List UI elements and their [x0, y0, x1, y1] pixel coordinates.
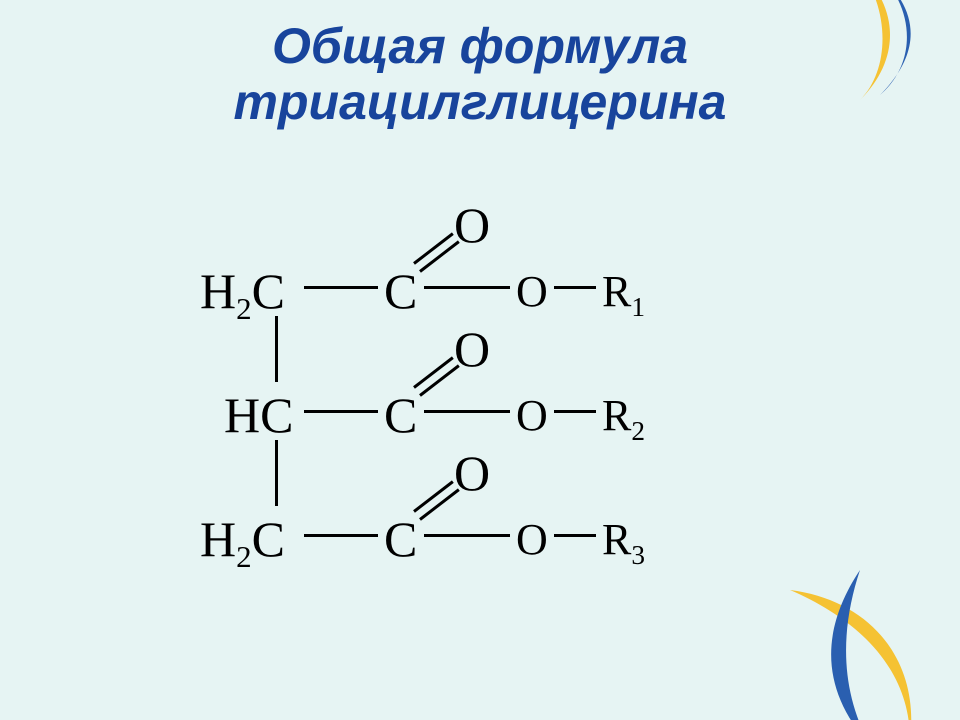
bond-h-2 — [304, 534, 378, 537]
title-line-2: триацилглицерина — [234, 74, 727, 130]
bond-v-0 — [275, 316, 278, 382]
atom-c-top: C — [384, 262, 417, 320]
slide-title: Общая формула триацилглицерина — [0, 18, 960, 130]
atom-o-r-mid: O — [516, 390, 548, 441]
bond-h-7 — [554, 410, 596, 413]
atom-r3: R3 — [602, 514, 645, 565]
atom-c-mid: C — [384, 386, 417, 444]
bond-h-8 — [554, 534, 596, 537]
atom-h2c-bot: H2C — [200, 510, 285, 568]
atom-o-dbl-mid: O — [454, 320, 490, 378]
atom-o-dbl-bot: O — [454, 444, 490, 502]
bond-h-0 — [304, 286, 378, 289]
bond-v-1 — [275, 440, 278, 506]
atom-h2c-top: H2C — [200, 262, 285, 320]
swoosh-bottom-right — [760, 570, 960, 720]
bond-h-1 — [304, 410, 378, 413]
bond-h-4 — [424, 410, 510, 413]
atom-o-r-top: O — [516, 266, 548, 317]
slide: { "colors": { "background": "#e6f4f3", "… — [0, 0, 960, 720]
atom-r1: R1 — [602, 266, 645, 317]
atom-o-dbl-top: O — [454, 196, 490, 254]
bond-h-3 — [424, 286, 510, 289]
title-line-1: Общая формула — [272, 18, 688, 74]
bond-h-5 — [424, 534, 510, 537]
atom-hc-mid: HC — [224, 386, 293, 444]
atom-c-bot: C — [384, 510, 417, 568]
atom-o-r-bot: O — [516, 514, 548, 565]
atom-r2: R2 — [602, 390, 645, 441]
bond-h-6 — [554, 286, 596, 289]
